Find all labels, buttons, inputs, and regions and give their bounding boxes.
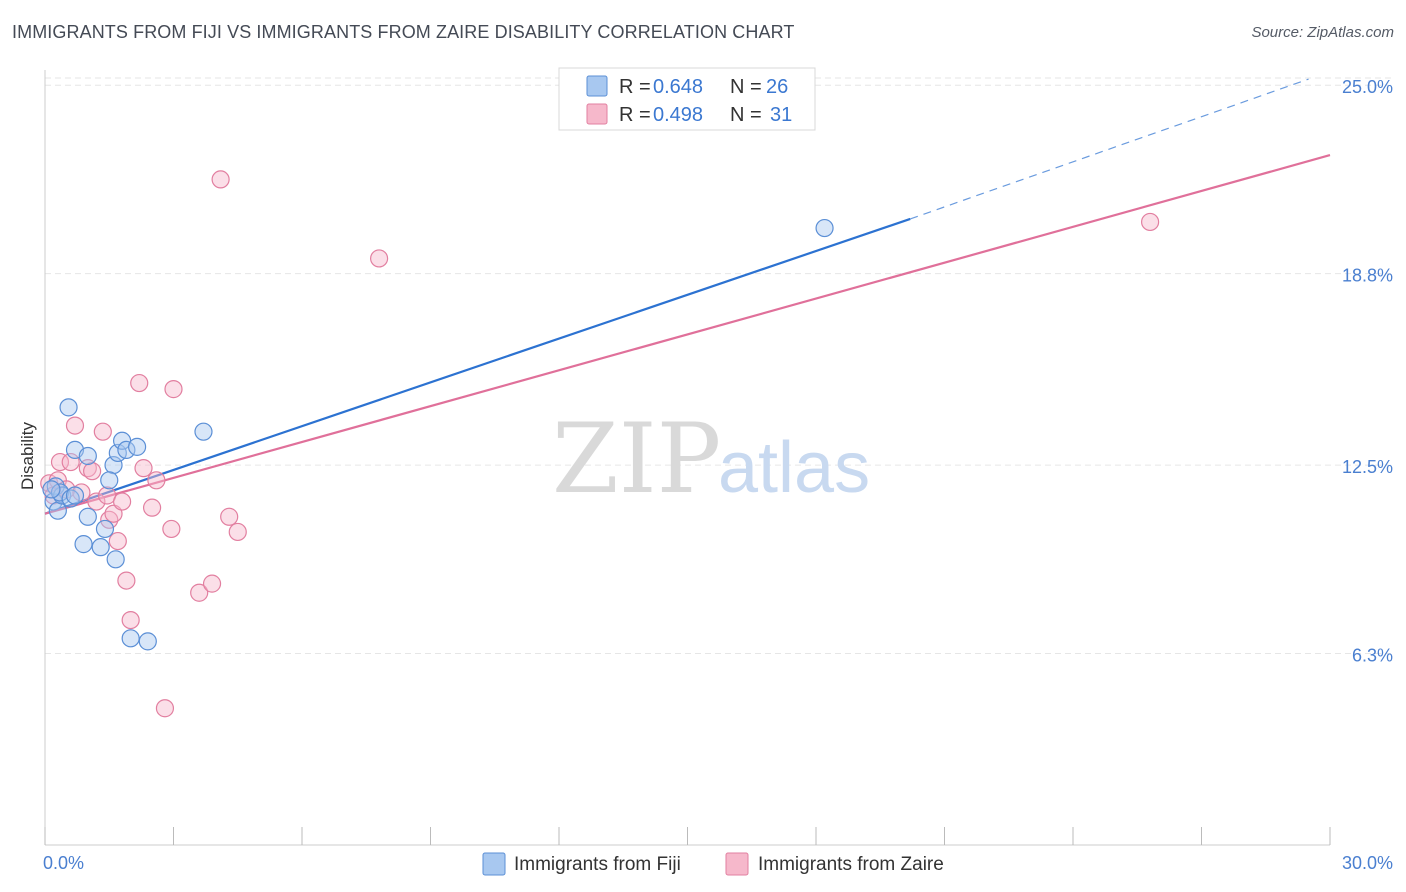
legend-zaire-r-label: R =: [619, 104, 651, 126]
trend-lines: [44, 78, 1331, 515]
fiji-point-25: [42, 480, 61, 499]
watermark: ZIP atlas: [552, 403, 870, 515]
legend-bottom-zaire-swatch: [725, 852, 749, 876]
legend-bottom-fiji-swatch: [482, 852, 506, 876]
fiji-point-13: [95, 519, 115, 539]
fiji-point-17: [106, 550, 125, 569]
fiji-point-1: [48, 501, 67, 520]
zaire-point-26: [190, 583, 209, 602]
legend-bottom: Immigrants from Fiji Immigrants from Zai…: [482, 852, 944, 876]
chart-source: Source: ZipAtlas.com: [1251, 24, 1394, 41]
trend-line-fiji-extension: [910, 78, 1309, 220]
chart-title: IMMIGRANTS FROM FIJI VS IMMIGRANTS FROM …: [12, 22, 795, 42]
legend-zaire-r-value: 0.498: [653, 104, 703, 126]
zaire-point-30: [211, 170, 230, 189]
fiji-point-11: [78, 446, 97, 466]
zaire-point-11: [93, 422, 112, 441]
fiji-point-7: [65, 486, 85, 505]
zaire-point-18: [130, 373, 149, 393]
zaire-point-6: [65, 416, 85, 435]
y-axis-label: Disability: [18, 421, 37, 490]
x-tick-label-1: 30.0%: [1342, 853, 1393, 873]
legend-bottom-fiji-label: Immigrants from Fiji: [514, 854, 681, 875]
fiji-point-23: [194, 422, 213, 441]
fiji-point-20: [121, 629, 140, 648]
zaire-point-15: [108, 531, 127, 551]
legend-top: R = 0.648 N = 26 R = 0.498 N = 31: [558, 67, 816, 131]
zaire-point-9: [83, 462, 102, 481]
zaire-point-29: [228, 522, 247, 542]
fiji-point-24: [815, 218, 834, 238]
legend-fiji-r-value: 0.648: [653, 76, 703, 98]
zaire-point-20: [142, 498, 162, 517]
legend-fiji-n-value: 26: [766, 76, 788, 98]
zaire-point-22: [121, 610, 140, 630]
zaire-point-24: [162, 519, 181, 539]
legend-fiji-swatch: [586, 75, 608, 97]
y-tick-label-2: 18.8%: [1342, 266, 1393, 286]
zaire-point-28: [220, 507, 239, 526]
legend-bottom-zaire-label: Immigrants from Zaire: [758, 854, 944, 875]
zaire-point-21: [147, 471, 166, 490]
fiji-point-9: [78, 507, 97, 526]
y-tick-label-1: 12.5%: [1342, 457, 1393, 477]
legend-fiji-n-label: N =: [730, 76, 762, 98]
watermark-zip: ZIP: [552, 403, 721, 515]
fiji-point-21: [127, 437, 147, 456]
fiji-point-22: [138, 632, 157, 651]
zaire-point-17: [117, 571, 136, 590]
axes: [44, 70, 1331, 846]
grid-lines: [45, 77, 1395, 655]
fiji-point-12: [91, 538, 110, 557]
trend-line-zaire: [44, 154, 1331, 515]
fiji-point-16: [100, 471, 119, 490]
y-tick-label-3: 25.0%: [1342, 77, 1393, 97]
y-tick-label-0: 6.3%: [1352, 646, 1393, 666]
fiji-point-5: [59, 398, 78, 417]
legend-zaire-swatch: [586, 103, 608, 125]
zaire-point-27: [202, 574, 222, 593]
legend-fiji-r-label: R =: [619, 76, 651, 98]
y-tick-labels: 6.3% 12.5% 18.8% 25.0%: [1342, 77, 1393, 665]
fiji-point-10: [74, 535, 93, 554]
series-fiji-points: [42, 218, 834, 651]
zaire-point-19: [134, 459, 153, 478]
fiji-point-19: [117, 440, 136, 460]
x-tick-label-0: 0.0%: [43, 853, 84, 873]
legend-zaire-n-label: N =: [730, 104, 762, 126]
zaire-point-3: [50, 452, 70, 472]
x-tick-labels: 0.0% 30.0%: [43, 853, 1393, 873]
zaire-point-31: [370, 249, 389, 268]
zaire-point-10: [87, 492, 106, 511]
zaire-point-32: [1140, 212, 1160, 232]
watermark-atlas: atlas: [718, 428, 870, 508]
zaire-point-25: [164, 380, 183, 399]
trend-line-fiji: [44, 217, 911, 515]
zaire-point-16: [112, 492, 132, 511]
legend-zaire-n-value: 31: [770, 104, 792, 126]
zaire-point-23: [155, 699, 175, 718]
